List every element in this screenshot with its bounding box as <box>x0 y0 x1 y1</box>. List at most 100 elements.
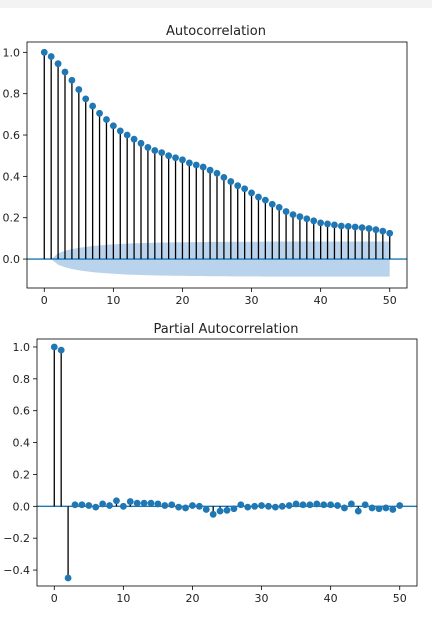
pacf-point-lag-21 <box>195 502 203 510</box>
pacf-point-lag-6 <box>92 503 100 511</box>
acf-point-lag-17 <box>158 149 166 156</box>
acf-point-lag-15 <box>144 144 152 151</box>
pacf-point-lag-14 <box>147 499 155 507</box>
acf-point-lag-3 <box>61 68 69 76</box>
acf-point-lag-31 <box>255 193 262 201</box>
acf-point-lag-45 <box>351 223 359 231</box>
pacf-x-ticks: 0 10 20 30 40 50 <box>51 586 407 605</box>
pacf-point-lag-13 <box>140 499 148 507</box>
acf-point-lag-4 <box>68 76 76 84</box>
acf-point-lag-11 <box>116 127 124 135</box>
acf-point-lag-29 <box>241 185 249 193</box>
pacf-point-lag-10 <box>119 502 127 510</box>
pacf-point-lag-27 <box>237 501 245 509</box>
pacf-point-lag-17 <box>168 501 176 509</box>
pacf-point-lag-15 <box>154 500 162 508</box>
acf-point-lag-36 <box>289 211 297 219</box>
acf-point-lag-25 <box>213 169 221 177</box>
pacf-point-lag-22 <box>202 506 210 513</box>
acf-point-lag-13 <box>130 135 138 143</box>
pacf-point-lag-24 <box>216 507 224 515</box>
acf-point-lag-37 <box>296 213 304 221</box>
acf-point-lag-9 <box>103 116 110 123</box>
pacf-y-tick-label-2: 0.0 <box>13 500 31 513</box>
pacf-point-lag-7 <box>99 500 107 508</box>
acf-y-ticks: 0.0 0.2 0.4 0.6 0.8 1.0 <box>3 46 27 266</box>
acf-x-tick-label-50: 50 <box>383 294 397 307</box>
acf-y-tick-label-3: 0.6 <box>3 129 21 142</box>
acf-point-lag-26 <box>220 174 228 181</box>
acf-x-ticks: 0 10 20 30 40 50 <box>41 288 397 307</box>
pacf-point-lag-8 <box>106 502 113 509</box>
pacf-x-tick-label-20: 20 <box>185 592 199 605</box>
pacf-point-lag-38 <box>313 500 321 508</box>
pacf-x-tick-label-0: 0 <box>51 592 58 605</box>
pacf-point-lag-29 <box>251 502 259 510</box>
pacf-point-lag-36 <box>299 501 307 509</box>
pacf-point-lag-2 <box>64 574 72 582</box>
acf-title: Autocorrelation <box>166 24 266 39</box>
acf-point-lag-12 <box>123 131 131 139</box>
acf-point-lag-30 <box>248 189 255 197</box>
pacf-title: Partial Autocorrelation <box>154 322 299 337</box>
acf-stems <box>43 52 391 260</box>
acf-point-lag-41 <box>324 220 331 228</box>
pacf-x-tick-label-40: 40 <box>324 592 338 605</box>
pacf-x-tick-label-10: 10 <box>116 592 130 605</box>
pacf-point-lag-5 <box>85 502 93 509</box>
pacf-point-lag-18 <box>175 503 183 511</box>
pacf-y-ticks: −0.4 −0.2 0.0 0.2 0.4 0.6 0.8 1.0 <box>3 341 37 577</box>
acf-x-tick-label-10: 10 <box>106 294 120 307</box>
pacf-y-tick-label-7: 1.0 <box>13 341 31 354</box>
acf-point-lag-27 <box>227 178 235 185</box>
pacf-stems <box>53 346 401 579</box>
pacf-point-lag-44 <box>354 507 362 515</box>
acf-point-lag-38 <box>303 215 311 223</box>
acf-point-lag-6 <box>82 95 90 103</box>
pacf-point-lag-47 <box>375 505 383 513</box>
acf-point-lag-19 <box>172 154 179 162</box>
acf-y-tick-label-0: 0.0 <box>3 253 21 266</box>
pacf-point-lag-32 <box>271 503 279 511</box>
pacf-panel: Partial Autocorrelation 0 10 20 30 40 50 −0.4… <box>3 322 418 605</box>
acf-x-tick-label-30: 30 <box>245 294 259 307</box>
acf-panel: Autocorrelation 0 10 20 30 40 50 0.0 0.2 0.4 0.6… <box>3 24 408 307</box>
acf-y-tick-label-5: 1.0 <box>3 46 21 59</box>
pacf-point-lag-19 <box>182 504 189 512</box>
top-strip <box>0 0 432 8</box>
pacf-point-lag-48 <box>382 504 390 512</box>
acf-point-lag-46 <box>358 224 366 232</box>
acf-point-lag-18 <box>165 152 173 160</box>
pacf-point-lag-25 <box>223 506 231 514</box>
acf-point-lag-0 <box>40 48 48 56</box>
pacf-point-lag-39 <box>320 501 328 509</box>
pacf-point-lag-40 <box>327 501 335 509</box>
acf-point-lag-35 <box>282 208 290 215</box>
acf-point-lag-22 <box>192 161 200 169</box>
pacf-point-lag-42 <box>341 504 348 512</box>
acf-point-lag-2 <box>54 60 62 68</box>
pacf-point-lag-30 <box>258 502 265 509</box>
pacf-point-lag-43 <box>347 500 355 508</box>
acf-point-lag-14 <box>137 139 145 147</box>
pacf-point-lag-0 <box>50 343 58 351</box>
pacf-point-lag-28 <box>244 503 252 511</box>
pacf-point-lag-4 <box>78 501 86 509</box>
acf-x-tick-label-40: 40 <box>314 294 328 307</box>
acf-point-lag-5 <box>75 86 83 93</box>
acf-point-lag-47 <box>365 225 373 232</box>
pacf-point-lag-9 <box>113 497 120 505</box>
pacf-point-lag-37 <box>306 501 314 509</box>
pacf-point-lag-35 <box>292 500 300 508</box>
acf-point-lag-28 <box>234 182 242 190</box>
pacf-point-lag-41 <box>334 502 341 509</box>
acf-point-lag-33 <box>268 200 276 208</box>
pacf-point-lag-33 <box>278 502 286 510</box>
acf-markers <box>40 48 394 237</box>
pacf-y-tick-label-0: −0.4 <box>3 564 30 577</box>
pacf-point-lag-23 <box>209 510 217 518</box>
pacf-point-lag-16 <box>161 502 169 509</box>
acf-point-lag-44 <box>344 222 352 230</box>
acf-point-lag-21 <box>185 159 193 167</box>
acf-point-lag-42 <box>331 221 338 229</box>
